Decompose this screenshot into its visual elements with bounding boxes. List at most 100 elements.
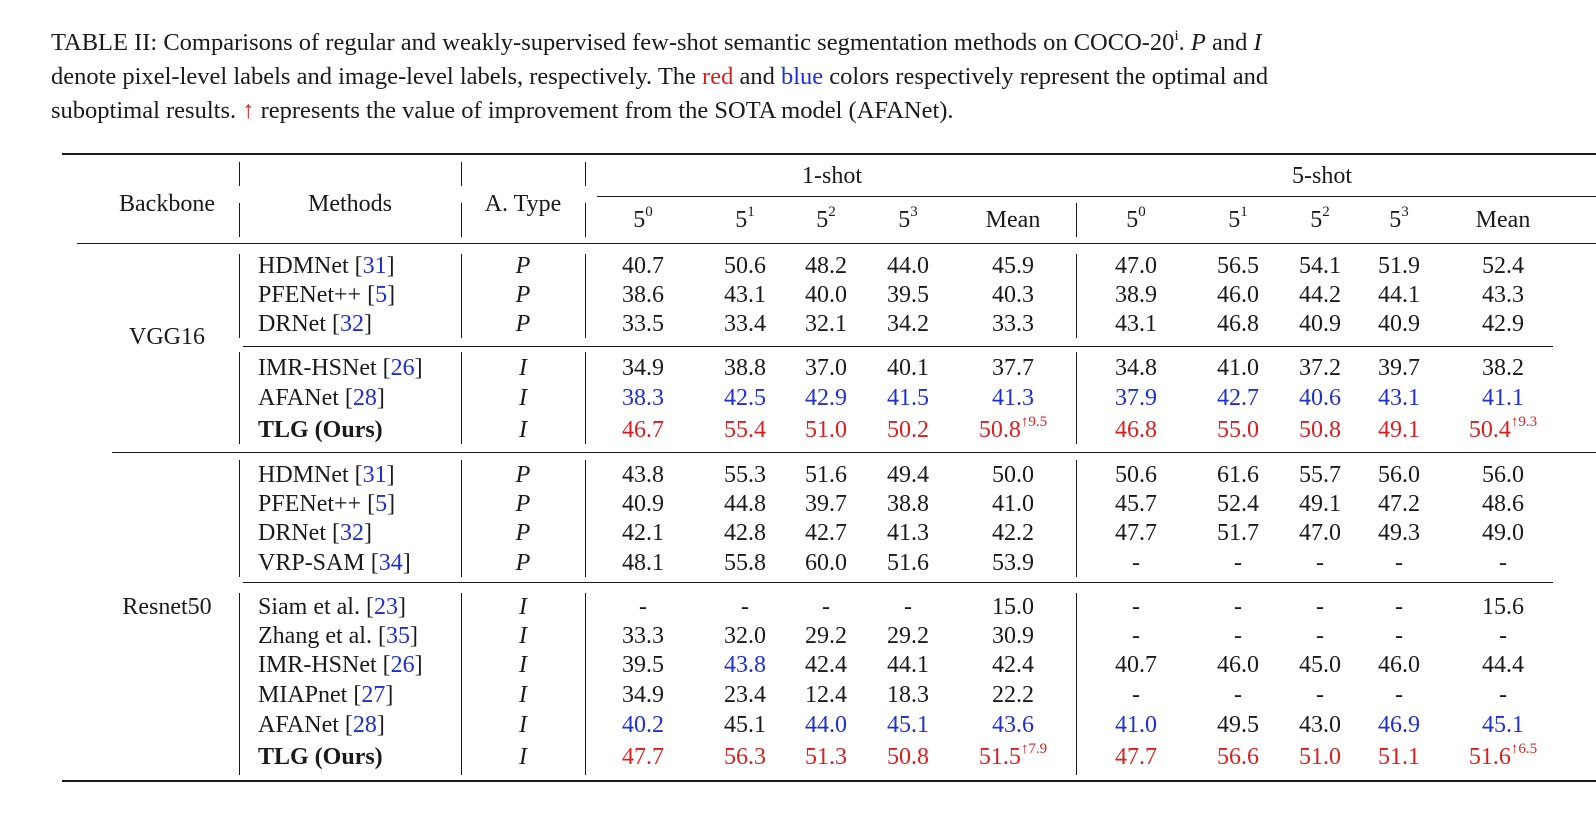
citation-link[interactable]: 32 (340, 311, 364, 337)
up-arrow-icon: ↑ (242, 97, 255, 124)
value-cell: - (1316, 594, 1324, 620)
value-cell: 29.2 (887, 623, 929, 649)
value-cell: - (1234, 550, 1242, 576)
value-cell: 60.0 (805, 550, 847, 576)
vsep-g2-2 (585, 352, 586, 444)
vsep-g1-1 (461, 254, 462, 338)
vsep-g1-2 (585, 254, 586, 338)
value-cell: 41.3 (887, 520, 929, 546)
value-cell: 40.9 (1378, 311, 1420, 337)
value-cell: 46.7 (622, 417, 664, 443)
annotation-type: I (519, 355, 527, 381)
value-cell: - (904, 594, 912, 620)
annotation-type: P (515, 311, 531, 337)
vsep-g3-2 (585, 460, 586, 577)
annotation-type: P (515, 282, 531, 308)
vsep-g3-0 (239, 460, 240, 577)
value-cell: 51.1 (1378, 744, 1420, 770)
value-cell: - (822, 594, 830, 620)
value-cell: 44.8 (724, 491, 766, 517)
header-fold-7: 52 (1310, 204, 1330, 234)
header-methods: Methods (308, 191, 392, 217)
value-cell: 39.7 (805, 491, 847, 517)
value-cell: 45.1 (724, 712, 766, 738)
value-cell: 44.1 (1378, 282, 1420, 308)
value-cell: - (1316, 682, 1324, 708)
fold-exponent: 2 (828, 204, 836, 220)
improvement-superscript: ↑7.9 (1020, 741, 1048, 757)
citation-link[interactable]: 34 (378, 550, 403, 576)
method-name: VRP-SAM [34] (258, 550, 411, 576)
value-cell: 40.9 (622, 491, 664, 517)
value-cell: 52.4 (1482, 253, 1524, 279)
value-cell: 51.0 (805, 417, 847, 443)
citation-link[interactable]: 31 (362, 462, 387, 488)
method-name: HDMNet [31] (258, 462, 395, 488)
value-cell: 42.1 (622, 520, 664, 546)
value-cell: 49.5 (1217, 712, 1259, 738)
value-cell: 46.8 (1217, 311, 1259, 337)
value-cell: 45.7 (1115, 491, 1157, 517)
header-fold-1: 51 (735, 204, 755, 234)
value-cell: 40.2 (622, 712, 664, 738)
citation-link[interactable]: 35 (385, 623, 410, 649)
value-cell: 33.4 (724, 311, 766, 337)
citation-link[interactable]: 26 (390, 355, 415, 381)
value-cell: 42.7 (1217, 385, 1259, 411)
value-cell: 42.9 (805, 385, 847, 411)
annotation-type: P (515, 462, 531, 488)
value-cell: 45.0 (1299, 652, 1341, 678)
value-cell: 61.6 (1217, 462, 1259, 488)
value-cell: - (1395, 682, 1403, 708)
citation-link[interactable]: 23 (373, 594, 398, 620)
header-1-shot: 1-shot (802, 163, 862, 189)
value-cell: 42.4 (992, 652, 1034, 678)
value-cell: 51.6↑6.5 (1468, 741, 1538, 771)
value-cell: 39.5 (887, 282, 929, 308)
backbone-vgg16: VGG16 (129, 324, 205, 350)
header-sep-low-1 (461, 203, 462, 237)
citation-link[interactable]: 31 (362, 253, 387, 279)
annotation-type: P (515, 550, 531, 576)
value-cell: 49.4 (887, 462, 929, 488)
value-cell: 38.9 (1115, 282, 1157, 308)
value-cell: 23.4 (724, 682, 766, 708)
value-cell: - (1316, 623, 1324, 649)
citation-link[interactable]: 32 (340, 520, 364, 546)
fold-exponent: 0 (1138, 204, 1146, 220)
improvement-superscript: ↑9.3 (1510, 414, 1538, 430)
value-cell: - (1395, 594, 1403, 620)
vsep-g3-1 (461, 460, 462, 577)
vsep-g1-3 (1076, 254, 1077, 338)
value-cell: 49.1 (1378, 417, 1420, 443)
value-cell: - (1132, 682, 1140, 708)
header-sep-low-2 (585, 203, 586, 237)
citation-link[interactable]: 28 (352, 712, 377, 738)
annotation-type: I (519, 682, 527, 708)
method-name: Siam et al. [23] (258, 594, 406, 620)
shot-subrule (597, 196, 1596, 197)
value-cell: 50.8 (887, 744, 929, 770)
value-cell: 38.8 (724, 355, 766, 381)
value-cell: 43.0 (1299, 712, 1341, 738)
header-backbone: Backbone (119, 191, 215, 217)
header-fold-6: 51 (1228, 204, 1248, 234)
value-cell: 29.2 (805, 623, 847, 649)
value-cell: 38.6 (622, 282, 664, 308)
caption-line-3: suboptimal results. ↑ represents the val… (51, 97, 954, 124)
citation-link[interactable]: 28 (352, 385, 377, 411)
value-cell: 47.0 (1299, 520, 1341, 546)
value-cell: 37.0 (805, 355, 847, 381)
citation-link[interactable]: 27 (361, 682, 386, 708)
value-cell: 22.2 (992, 682, 1034, 708)
citation-link[interactable]: 5 (375, 282, 388, 308)
citation-link[interactable]: 5 (375, 491, 388, 517)
vgg-type-rule (243, 346, 1553, 347)
fold-exponent: 1 (747, 204, 755, 220)
method-name: IMR-HSNet [26] (258, 355, 423, 381)
value-cell: 40.3 (992, 282, 1034, 308)
citation-link[interactable]: 26 (390, 652, 415, 678)
value-cell: 48.2 (805, 253, 847, 279)
value-cell: - (1132, 623, 1140, 649)
value-cell: 41.1 (1482, 385, 1524, 411)
